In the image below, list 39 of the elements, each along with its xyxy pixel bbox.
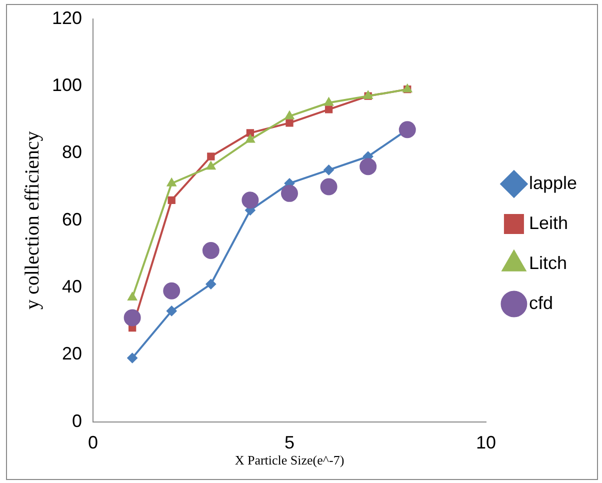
point xyxy=(166,306,177,316)
point xyxy=(168,196,176,204)
point xyxy=(124,309,141,326)
point xyxy=(246,134,255,143)
y-axis-title: y collection efficiency xyxy=(21,131,44,310)
point xyxy=(398,121,416,138)
point xyxy=(324,164,334,175)
x-tick-label: 0 xyxy=(88,432,98,453)
point xyxy=(202,242,220,260)
point xyxy=(360,158,377,176)
legend-label: lapple xyxy=(528,172,578,193)
point xyxy=(163,282,180,300)
point xyxy=(280,184,298,202)
point xyxy=(320,178,338,196)
y-tick-label: 120 xyxy=(52,8,82,28)
point xyxy=(286,119,294,127)
point xyxy=(206,162,216,170)
point xyxy=(242,192,259,209)
y-tick-label: 60 xyxy=(62,209,82,230)
x-axis-title: X Particle Size(e^-7) xyxy=(234,452,344,468)
point xyxy=(246,129,254,137)
y-tick-label: 100 xyxy=(52,74,82,95)
point xyxy=(324,98,334,106)
point xyxy=(285,111,294,120)
y-tick-label: 20 xyxy=(62,344,82,364)
x-tick-label: 10 xyxy=(476,432,496,453)
legend-label: Litch xyxy=(528,252,567,273)
point xyxy=(206,279,216,290)
x-tick-label: 5 xyxy=(284,432,295,453)
point xyxy=(324,106,333,114)
legend-label: cfd xyxy=(528,292,553,313)
y-tick-label: 80 xyxy=(62,142,82,162)
point xyxy=(128,292,137,301)
y-tick-label: 0 xyxy=(72,410,82,431)
point xyxy=(127,352,138,363)
legend-label: Leith xyxy=(528,212,568,233)
y-tick-label: 40 xyxy=(62,276,82,296)
point xyxy=(207,152,215,160)
point xyxy=(167,178,176,186)
